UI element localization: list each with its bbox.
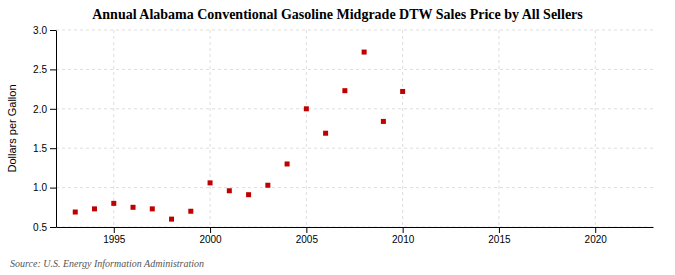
tick: 0.5 — [33, 222, 56, 233]
axis-line — [57, 227, 654, 228]
tick: 1.5 — [33, 143, 56, 154]
grid-line-y — [56, 30, 653, 31]
point — [131, 205, 136, 210]
point — [342, 88, 347, 93]
point — [208, 180, 213, 185]
plot-area: 1995 2000 2005 2010 2015 2020 0.5 1.0 1.5 2.0 2.5 3… — [33, 25, 653, 245]
grid-line-y — [56, 69, 653, 70]
tick-label: 3.0 — [33, 25, 47, 36]
tick-mark — [306, 227, 307, 233]
chart-container: 1995 2000 2005 2010 2015 2020 0.5 1.0 1.5 2.0 2.5 3… — [0, 0, 675, 275]
tick-label: 1995 — [103, 234, 126, 245]
tick-mark — [50, 148, 56, 149]
tick-mark — [403, 227, 404, 233]
point — [304, 106, 309, 111]
title: Annual Alabama Conventional Gasoline Mid… — [92, 7, 583, 22]
tick: 2.5 — [33, 64, 56, 75]
point — [400, 89, 405, 94]
point — [111, 201, 116, 206]
tick-label: 2015 — [488, 234, 511, 245]
grid-line-y — [56, 148, 653, 149]
grid-line-y — [56, 227, 653, 228]
tick-mark — [50, 69, 56, 70]
tick: 1.0 — [33, 182, 56, 193]
tick-label: 1.5 — [33, 143, 47, 154]
point — [73, 210, 78, 215]
grid-line-x — [210, 30, 211, 227]
point — [381, 119, 386, 124]
point — [188, 209, 193, 214]
point — [285, 161, 290, 166]
source-note: Source: U.S. Energy Information Administ… — [10, 258, 204, 269]
tick-mark — [114, 227, 115, 233]
grid-line-x — [595, 30, 596, 227]
tick-label: 0.5 — [33, 222, 47, 233]
x-axis: 1995 2000 2005 2010 2015 2020 — [57, 227, 654, 245]
tick: 2.0 — [33, 104, 56, 115]
tick: 3.0 — [33, 25, 56, 36]
tick-mark — [50, 227, 56, 228]
tick-mark — [50, 188, 56, 189]
tick-label: 2020 — [585, 234, 608, 245]
point — [323, 131, 328, 136]
grid-line-x — [498, 30, 499, 227]
grid-line-x — [113, 30, 114, 227]
point — [265, 183, 270, 188]
point — [246, 192, 251, 197]
grid — [56, 30, 653, 227]
y-axis-title: Dollars per Gallon — [6, 84, 18, 172]
point — [362, 50, 367, 55]
tick-label: 2.0 — [33, 104, 47, 115]
tick: 2010 — [392, 227, 415, 245]
grid-line-y — [56, 187, 653, 188]
grid-line-x — [306, 30, 307, 227]
tick-mark — [595, 227, 596, 233]
tick: 2020 — [585, 227, 608, 245]
tick: 2015 — [488, 227, 511, 245]
grid-line-x — [402, 30, 403, 227]
axis-line — [56, 31, 57, 228]
point — [169, 217, 174, 222]
points — [73, 50, 405, 222]
y-axis: 0.5 1.0 1.5 2.0 2.5 3.0 — [33, 25, 56, 233]
tick: 1995 — [103, 227, 126, 245]
tick: 2005 — [296, 227, 319, 245]
tick-mark — [50, 30, 56, 31]
chart-svg: 1995 2000 2005 2010 2015 2020 0.5 1.0 1.5 2.0 2.5 3… — [0, 0, 675, 275]
tick-label: 2005 — [296, 234, 319, 245]
tick-label: 2010 — [392, 234, 415, 245]
tick-mark — [499, 227, 500, 233]
point — [227, 188, 232, 193]
tick-mark — [50, 109, 56, 110]
tick-mark — [210, 227, 211, 233]
tick-label: 2.5 — [33, 64, 47, 75]
tick-label: 1.0 — [33, 182, 47, 193]
tick-label: 2000 — [199, 234, 222, 245]
point — [92, 206, 97, 211]
grid-line-y — [56, 108, 653, 109]
point — [150, 206, 155, 211]
tick: 2000 — [199, 227, 222, 245]
